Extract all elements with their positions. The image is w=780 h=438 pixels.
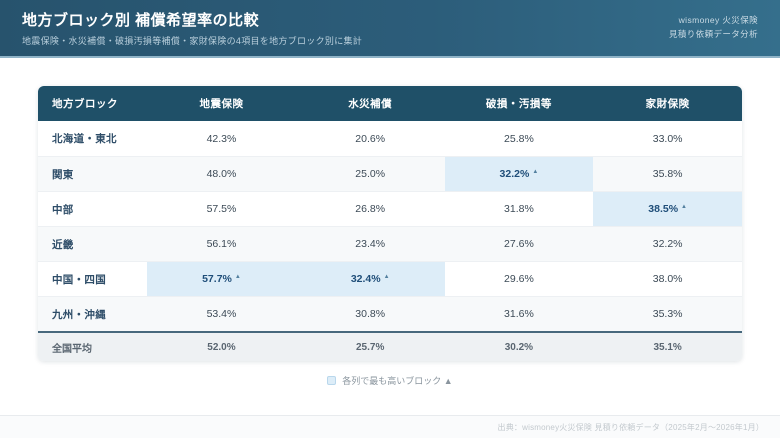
value-cell: 48.0% — [147, 156, 296, 191]
header-band: 地方ブロック別 補償希望率の比較 地震保険・水災補償・破損汚損等補償・家財保険の… — [0, 0, 780, 58]
main-content: 地方ブロック 地震保険 水災補償 破損・汚損等 家財保険 北海道・東北 42.3% 20.6… — [0, 86, 780, 387]
column-header-2: 水災補償 — [295, 86, 445, 121]
value-cell: 29.6% — [444, 261, 594, 296]
source-bar: 出典：wismoney火災保険 見積り依頼データ（2025年2月～2026年1月… — [0, 415, 780, 438]
value-cell: 35.3% — [593, 296, 742, 331]
footer-value-cell: 30.2% — [444, 331, 594, 361]
value-cell: 35.8% — [593, 156, 742, 191]
top-marker-icon: ▲ — [532, 169, 539, 175]
column-header-4: 家財保険 — [593, 86, 742, 121]
value-cell: 23.4% — [295, 226, 445, 261]
column-header-3: 破損・汚損等 — [444, 86, 594, 121]
value-cell: 56.1% — [147, 226, 296, 261]
value-cell: 30.8% — [295, 296, 445, 331]
footer-value-cell: 52.0% — [147, 331, 296, 361]
region-label: 九州・沖縄 — [38, 296, 148, 331]
table-row: 北海道・東北 42.3% 20.6% 25.8% 33.0% — [38, 121, 742, 156]
legend: 各列で最も高いブロック ▲ — [0, 374, 780, 387]
table-footer-row: 全国平均 52.0% 25.7% 30.2% 35.1% — [38, 331, 742, 361]
table-row: 関東 48.0% 25.0% 32.2% ▲ 35.8% — [38, 156, 742, 191]
page-subtitle: 地震保険・水災補償・破損汚損等補償・家財保険の4項目を地方ブロック別に集計 — [22, 36, 363, 46]
footer-row-label: 全国平均 — [38, 331, 148, 361]
brand-line-2: 見積り依頼データ分析 — [668, 29, 758, 39]
legend-label: 各列で最も高いブロック ▲ — [342, 376, 453, 386]
value-cell: 42.3% — [147, 121, 296, 156]
value-cell: 38.0% — [593, 261, 742, 296]
value-cell: 25.0% — [295, 156, 445, 191]
brand-block: wismoney 火災保険 見積り依頼データ分析 — [669, 14, 758, 41]
region-label: 北海道・東北 — [38, 121, 148, 156]
value-cell: 33.0% — [593, 121, 742, 156]
region-label: 関東 — [38, 156, 148, 191]
table-row: 中国・四国 57.7% ▲ 32.4% ▲ 29.6% 38.0% — [38, 261, 742, 296]
footer-value-cell: 25.7% — [295, 331, 445, 361]
value-cell: 57.5% — [147, 191, 296, 226]
value-cell: 53.4% — [147, 296, 296, 331]
cell-value: 32.2% — [499, 168, 530, 180]
region-label: 中部 — [38, 191, 148, 226]
top-marker-icon: ▲ — [383, 274, 390, 280]
header-left: 地方ブロック別 補償希望率の比較 地震保険・水災補償・破損汚損等補償・家財保険の… — [22, 9, 362, 47]
table-row: 中部 57.5% 26.8% 31.8% 38.5% ▲ — [38, 191, 742, 226]
value-cell: 31.6% — [444, 296, 594, 331]
value-cell: 25.8% — [444, 121, 594, 156]
source-note: 出典：wismoney火災保険 見積り依頼データ（2025年2月～2026年1月… — [497, 422, 764, 432]
highlight-cell: 38.5% ▲ — [593, 191, 742, 226]
value-cell: 27.6% — [444, 226, 594, 261]
comparison-table-card: 地方ブロック 地震保険 水災補償 破損・汚損等 家財保険 北海道・東北 42.3% 20.6… — [38, 86, 742, 361]
top-marker-icon: ▲ — [681, 204, 687, 210]
highlight-cell: 57.7% ▲ — [147, 261, 296, 296]
comparison-table: 地方ブロック 地震保険 水災補償 破損・汚損等 家財保険 北海道・東北 42.3% 20.6… — [38, 86, 742, 361]
region-label: 近畿 — [38, 226, 148, 261]
cell-value: 32.4% — [350, 273, 381, 285]
table-header-row: 地方ブロック 地震保険 水災補償 破損・汚損等 家財保険 — [38, 86, 742, 121]
top-marker-icon: ▲ — [234, 274, 241, 280]
brand-line-1: wismoney 火災保険 — [678, 15, 758, 26]
value-cell: 31.8% — [444, 191, 594, 226]
page-title: 地方ブロック別 補償希望率の比較 — [22, 12, 260, 29]
table-row: 九州・沖縄 53.4% 30.8% 31.6% 35.3% — [38, 296, 742, 331]
cell-value: 57.7% — [202, 273, 232, 285]
column-header-0: 地方ブロック — [38, 86, 148, 121]
table-row: 近畿 56.1% 23.4% 27.6% 32.2% — [38, 226, 742, 261]
highlight-cell: 32.2% ▲ — [444, 156, 594, 191]
value-cell: 32.2% — [593, 226, 742, 261]
cell-value: 38.5% — [648, 203, 679, 215]
region-label: 中国・四国 — [38, 261, 148, 296]
column-header-1: 地震保険 — [147, 86, 296, 121]
highlight-cell: 32.4% ▲ — [295, 261, 445, 296]
highlight-swatch-icon — [327, 376, 337, 385]
footer-value-cell: 35.1% — [593, 331, 742, 361]
value-cell: 26.8% — [295, 191, 445, 226]
value-cell: 20.6% — [295, 121, 445, 156]
